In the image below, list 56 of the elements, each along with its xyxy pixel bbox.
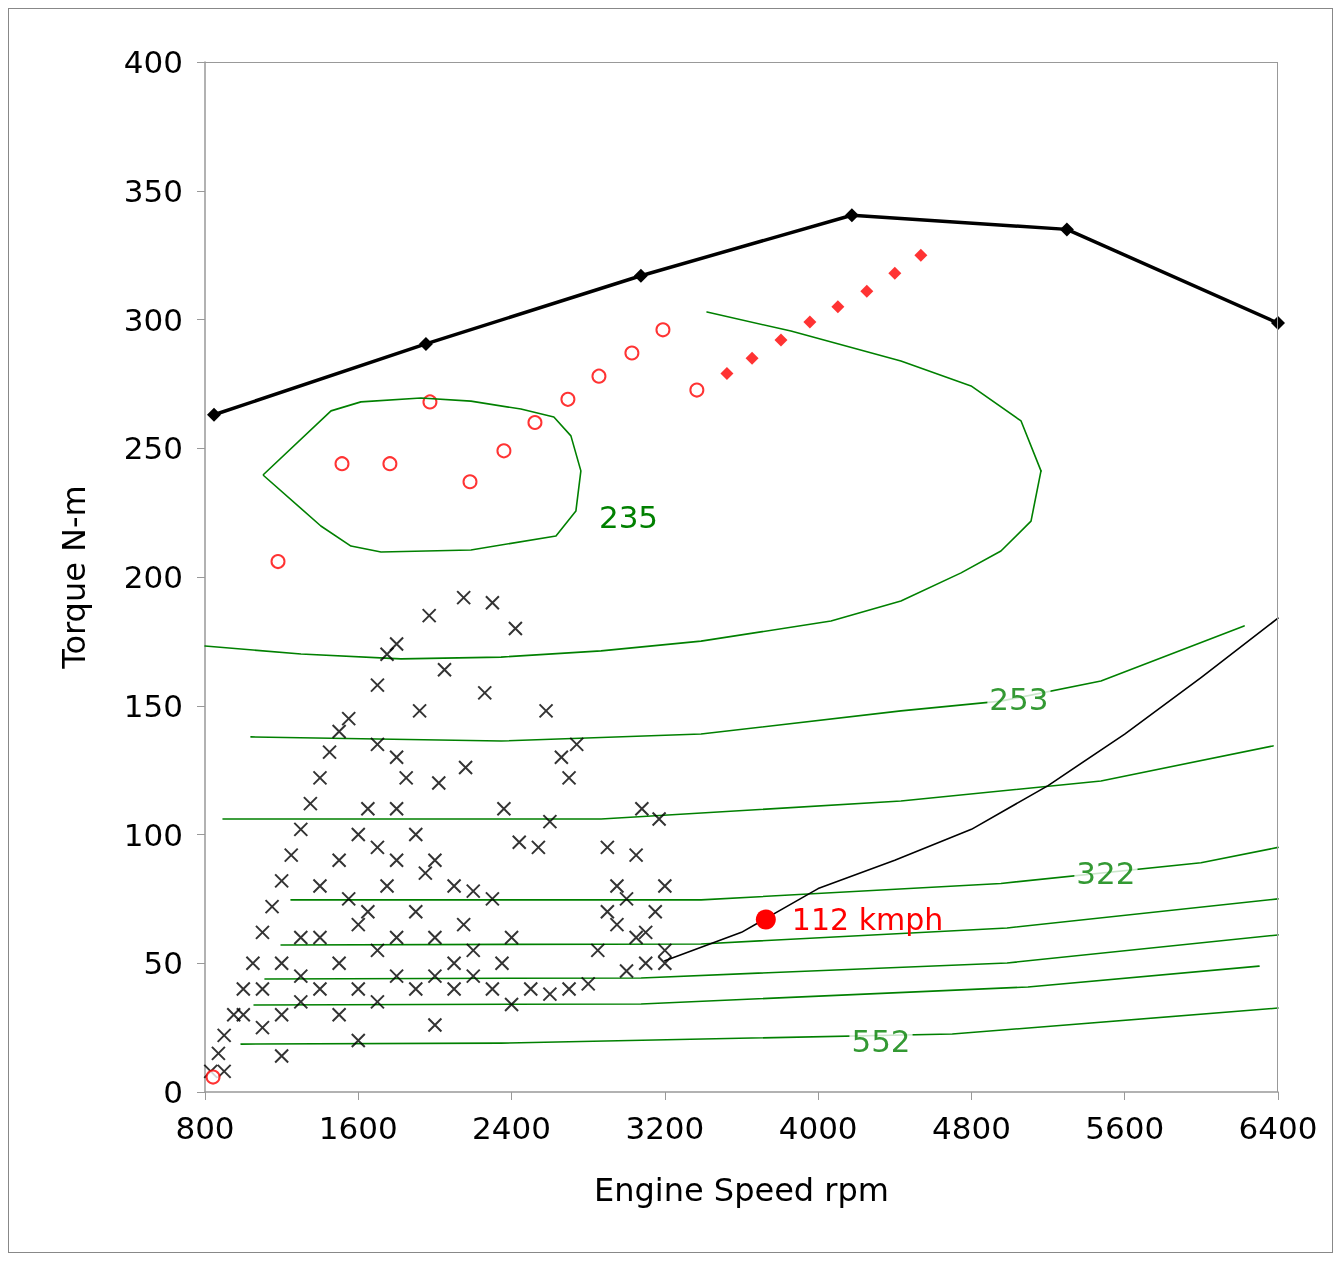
y-tick-label: 400: [123, 44, 183, 80]
point: [633, 268, 648, 283]
point: [270, 554, 286, 570]
y-tick-label: 150: [123, 687, 183, 724]
annotation: 235: [598, 498, 659, 537]
point: [560, 391, 576, 407]
point: [831, 300, 845, 314]
line-series: [280, 898, 1279, 946]
point: [418, 336, 433, 351]
line-series: [290, 846, 1279, 901]
line-series: [250, 625, 1245, 742]
point: [755, 909, 776, 930]
point: [803, 315, 817, 329]
point: [624, 345, 640, 361]
y-tick-label: 200: [123, 559, 183, 595]
point: [774, 333, 788, 347]
point: [527, 415, 543, 430]
point: [860, 284, 874, 298]
x-tick-label: 4000: [778, 1109, 858, 1146]
x-tick-label: 5600: [1085, 1109, 1165, 1146]
point: [496, 443, 512, 459]
series-label: 112 kmph: [791, 901, 944, 937]
point: [334, 456, 350, 472]
y-tick-label: 100: [123, 816, 183, 853]
x-tick-label: 1600: [318, 1109, 398, 1146]
point: [689, 382, 705, 398]
annotation: 253: [989, 681, 1049, 718]
point: [591, 368, 607, 384]
x-tick-label: 4800: [931, 1109, 1011, 1146]
y-tick-label: 350: [123, 172, 183, 209]
point: [745, 351, 759, 365]
point: [207, 407, 222, 422]
y-tick-label: 300: [123, 301, 183, 338]
x-tick-label: 2400: [472, 1109, 552, 1146]
x-tick-label: 6400: [1238, 1109, 1318, 1146]
point: [462, 474, 478, 490]
y-axis-title: Torque N-m: [55, 485, 93, 670]
point: [205, 1069, 221, 1085]
y-tick-label: 250: [123, 430, 183, 467]
x-tick-label: 3200: [625, 1109, 705, 1146]
x-tick-label: 800: [175, 1109, 235, 1146]
point: [888, 266, 902, 280]
line-series: [264, 934, 1279, 980]
point: [655, 322, 671, 338]
point: [844, 208, 859, 223]
annotation: 552: [851, 1023, 911, 1060]
y-tick-label: 50: [143, 945, 183, 982]
point: [1059, 222, 1074, 237]
line-series: [253, 965, 1260, 1006]
point: [382, 456, 398, 472]
point: [914, 248, 928, 262]
line-series: [222, 745, 1274, 820]
annotation: 322: [1076, 855, 1136, 892]
y-tick-label: 0: [163, 1074, 183, 1110]
x-axis-title: Engine Speed rpm: [594, 1171, 889, 1209]
point: [720, 367, 734, 381]
